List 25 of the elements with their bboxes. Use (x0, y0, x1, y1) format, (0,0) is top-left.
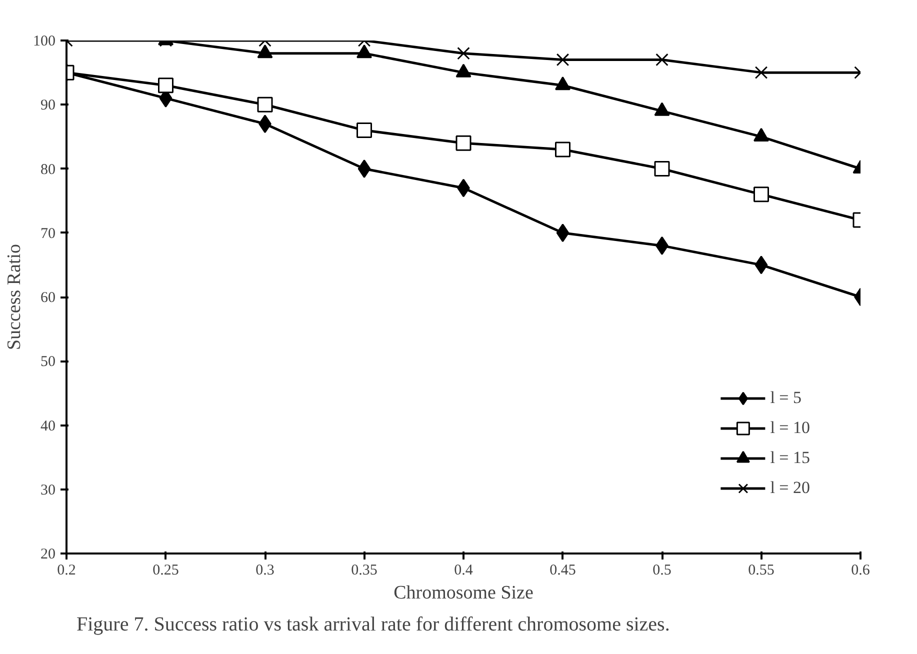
x-tick-label: 0.5 (652, 562, 672, 578)
x-tick-label: 0.2 (57, 562, 76, 578)
legend-label: l = 10 (770, 417, 810, 439)
legend-label: l = 15 (770, 447, 810, 469)
x-tick-label: 0.4 (454, 562, 474, 578)
y-axis-title: Success Ratio (4, 244, 25, 350)
y-tick-label: 60 (40, 290, 56, 306)
legend-label: l = 20 (770, 477, 810, 499)
caption: Figure 7. Success ratio vs task arrival rate for different chromosome sizes. (76, 614, 670, 636)
y-tick-label: 70 (40, 226, 56, 242)
x-tick-label: 0.55 (748, 562, 774, 578)
x-tick-label: 0.25 (152, 562, 179, 578)
legend-label: l = 5 (770, 387, 802, 409)
y-tick-label: 40 (40, 418, 56, 434)
y-tick-label: 80 (40, 162, 56, 178)
y-tick-label: 50 (40, 354, 56, 370)
y-tick-label: 30 (40, 482, 56, 498)
x-axis-title: Chromosome Size (394, 582, 534, 604)
y-tick-label: 100 (33, 34, 56, 50)
x-tick-label: 0.45 (550, 562, 576, 578)
y-tick-label: 90 (40, 98, 56, 114)
x-tick-label: 0.35 (351, 562, 378, 578)
x-tick-label: 0.6 (851, 562, 870, 578)
y-tick-label: 20 (40, 546, 56, 562)
x-tick-label: 0.3 (256, 562, 274, 578)
